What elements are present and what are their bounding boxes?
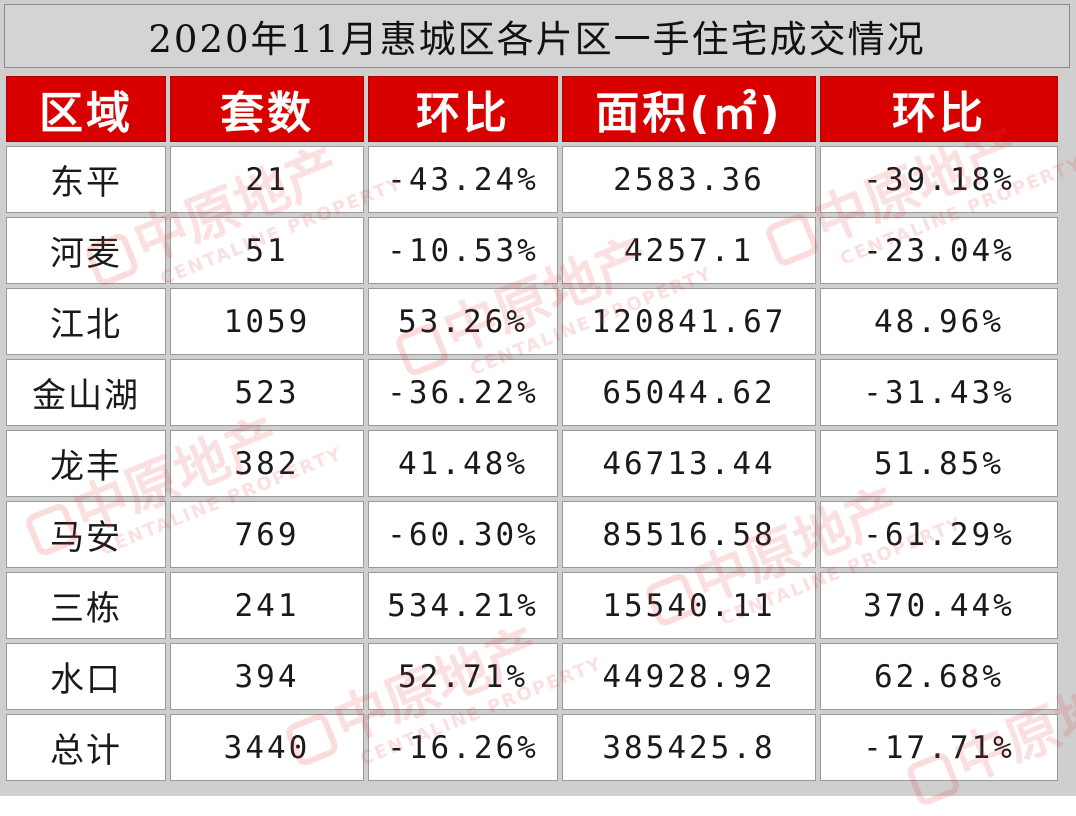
cell-area-name: 水口	[6, 643, 166, 710]
table-row: 金山湖 523 -36.22% 65044.62 -31.43%	[6, 359, 1058, 426]
cell-units-mom: -36.22%	[368, 359, 558, 426]
cell-area-name: 总计	[6, 714, 166, 781]
cell-floor-area: 44928.92	[562, 643, 816, 710]
cell-units-mom: -16.26%	[368, 714, 558, 781]
table-row: 马安 769 -60.30% 85516.58 -61.29%	[6, 501, 1058, 568]
cell-units: 394	[170, 643, 364, 710]
cell-units-mom: 41.48%	[368, 430, 558, 497]
cell-units: 1059	[170, 288, 364, 355]
cell-units-mom: -60.30%	[368, 501, 558, 568]
cell-units-mom: 534.21%	[368, 572, 558, 639]
cell-area-mom: -23.04%	[820, 217, 1058, 284]
table-row: 三栋 241 534.21% 15540.11 370.44%	[6, 572, 1058, 639]
table-row: 东平 21 -43.24% 2583.36 -39.18%	[6, 146, 1058, 213]
cell-area-mom: -61.29%	[820, 501, 1058, 568]
header-row: 区域 套数 环比 面积(㎡) 环比	[6, 76, 1058, 142]
cell-area-name: 东平	[6, 146, 166, 213]
cell-units-mom: -10.53%	[368, 217, 558, 284]
cell-area-name: 马安	[6, 501, 166, 568]
cell-area-mom: 370.44%	[820, 572, 1058, 639]
cell-area-name: 龙丰	[6, 430, 166, 497]
cell-units: 241	[170, 572, 364, 639]
cell-floor-area: 65044.62	[562, 359, 816, 426]
cell-area-mom: 48.96%	[820, 288, 1058, 355]
cell-units-mom: 53.26%	[368, 288, 558, 355]
cell-floor-area: 385425.8	[562, 714, 816, 781]
transaction-table: 区域 套数 环比 面积(㎡) 环比 东平 21 -43.24% 2583.36 -39.…	[2, 72, 1062, 785]
cell-floor-area: 15540.11	[562, 572, 816, 639]
table-row: 龙丰 382 41.48% 46713.44 51.85%	[6, 430, 1058, 497]
cell-area-mom: 62.68%	[820, 643, 1058, 710]
cell-units-mom: 52.71%	[368, 643, 558, 710]
header-cell-units: 套数	[170, 76, 364, 142]
cell-area-name: 金山湖	[6, 359, 166, 426]
cell-area-mom: -31.43%	[820, 359, 1058, 426]
cell-floor-area: 4257.1	[562, 217, 816, 284]
header-cell-area-mom: 环比	[820, 76, 1058, 142]
cell-area-name: 河麦	[6, 217, 166, 284]
cell-floor-area: 2583.36	[562, 146, 816, 213]
cell-area-mom: -17.71%	[820, 714, 1058, 781]
cell-floor-area: 120841.67	[562, 288, 816, 355]
table-row: 河麦 51 -10.53% 4257.1 -23.04%	[6, 217, 1058, 284]
cell-units: 769	[170, 501, 364, 568]
table-row: 水口 394 52.71% 44928.92 62.68%	[6, 643, 1058, 710]
cell-area-mom: 51.85%	[820, 430, 1058, 497]
header-cell-units-mom: 环比	[368, 76, 558, 142]
cell-units: 21	[170, 146, 364, 213]
header-cell-area: 区域	[6, 76, 166, 142]
table-title: 2020年11月惠城区各片区一手住宅成交情况	[4, 4, 1070, 68]
cell-area-name: 三栋	[6, 572, 166, 639]
total-row: 总计 3440 -16.26% 385425.8 -17.71%	[6, 714, 1058, 781]
cell-area-name: 江北	[6, 288, 166, 355]
cell-floor-area: 46713.44	[562, 430, 816, 497]
header-cell-floor-area: 面积(㎡)	[562, 76, 816, 142]
cell-floor-area: 85516.58	[562, 501, 816, 568]
cell-units-mom: -43.24%	[368, 146, 558, 213]
cell-units: 523	[170, 359, 364, 426]
cell-units: 51	[170, 217, 364, 284]
cell-units: 3440	[170, 714, 364, 781]
table-row: 江北 1059 53.26% 120841.67 48.96%	[6, 288, 1058, 355]
cell-units: 382	[170, 430, 364, 497]
cell-area-mom: -39.18%	[820, 146, 1058, 213]
